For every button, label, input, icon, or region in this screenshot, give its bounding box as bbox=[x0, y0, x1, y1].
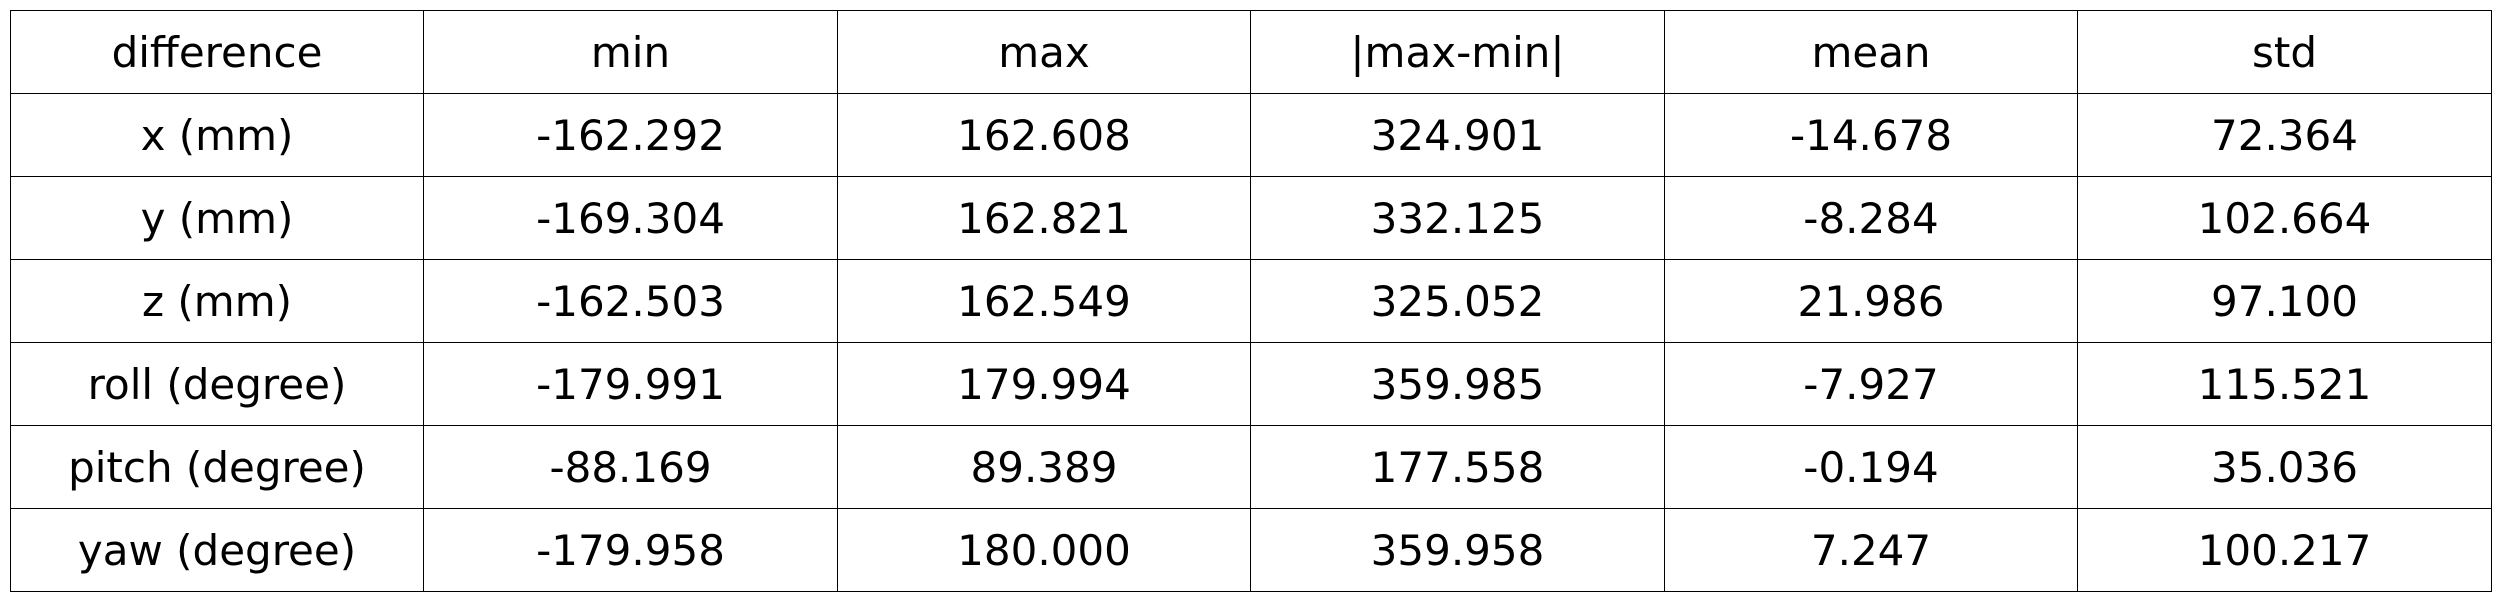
column-header: min bbox=[423, 10, 838, 94]
row-label-cell: roll (degree) bbox=[10, 342, 424, 426]
column-header: std bbox=[2077, 10, 2492, 94]
row-label-cell: yaw (degree) bbox=[10, 508, 424, 592]
table-cell: 97.100 bbox=[2077, 259, 2492, 343]
table-cell: -162.503 bbox=[423, 259, 838, 343]
table-row: x (mm) -162.292 162.608 324.901 -14.678 72.36… bbox=[10, 93, 2492, 177]
row-label-cell: x (mm) bbox=[10, 93, 424, 177]
table-cell: -7.927 bbox=[1664, 342, 2078, 426]
table-cell: 7.247 bbox=[1664, 508, 2078, 592]
table-cell: -88.169 bbox=[423, 425, 838, 509]
table-cell: 324.901 bbox=[1250, 93, 1665, 177]
table-cell: 359.958 bbox=[1250, 508, 1665, 592]
table-row: z (mm) -162.503 162.549 325.052 21.986 97.100 bbox=[10, 259, 2492, 343]
table-row: y (mm) -169.304 162.821 332.125 -8.284 102.66… bbox=[10, 176, 2492, 260]
table-cell: 359.985 bbox=[1250, 342, 1665, 426]
column-header: mean bbox=[1664, 10, 2078, 94]
table-body: x (mm) -162.292 162.608 324.901 -14.678 72.36… bbox=[10, 93, 2492, 592]
row-label-cell: pitch (degree) bbox=[10, 425, 424, 509]
table-cell: 115.521 bbox=[2077, 342, 2492, 426]
table-cell: -169.304 bbox=[423, 176, 838, 260]
column-header: difference bbox=[10, 10, 424, 94]
table-cell: 72.364 bbox=[2077, 93, 2492, 177]
table-cell: 325.052 bbox=[1250, 259, 1665, 343]
row-label-cell: z (mm) bbox=[10, 259, 424, 343]
statistics-table: difference min max |max-min| mean std x (mm) -… bbox=[10, 10, 2492, 592]
table-cell: 162.549 bbox=[837, 259, 1251, 343]
table-cell: 179.994 bbox=[837, 342, 1251, 426]
table-header-row: difference min max |max-min| mean std bbox=[10, 10, 2492, 94]
table-cell: -162.292 bbox=[423, 93, 838, 177]
table-cell: 162.608 bbox=[837, 93, 1251, 177]
table-row: roll (degree) -179.991 179.994 359.985 -7.92… bbox=[10, 342, 2492, 426]
table-cell: 180.000 bbox=[837, 508, 1251, 592]
column-header: |max-min| bbox=[1250, 10, 1665, 94]
table-cell: -14.678 bbox=[1664, 93, 2078, 177]
table-row: pitch (degree) -88.169 89.389 177.558 -0.194… bbox=[10, 425, 2492, 509]
table-cell: -8.284 bbox=[1664, 176, 2078, 260]
row-label-cell: y (mm) bbox=[10, 176, 424, 260]
table-row: yaw (degree) -179.958 180.000 359.958 7.247 1… bbox=[10, 508, 2492, 592]
table-cell: -179.991 bbox=[423, 342, 838, 426]
table-cell: 177.558 bbox=[1250, 425, 1665, 509]
table-cell: 21.986 bbox=[1664, 259, 2078, 343]
table-cell: 332.125 bbox=[1250, 176, 1665, 260]
table-cell: 102.664 bbox=[2077, 176, 2492, 260]
table-cell: 35.036 bbox=[2077, 425, 2492, 509]
table-cell: 89.389 bbox=[837, 425, 1251, 509]
column-header: max bbox=[837, 10, 1251, 94]
table-cell: 100.217 bbox=[2077, 508, 2492, 592]
table-cell: -179.958 bbox=[423, 508, 838, 592]
table-cell: -0.194 bbox=[1664, 425, 2078, 509]
table-cell: 162.821 bbox=[837, 176, 1251, 260]
